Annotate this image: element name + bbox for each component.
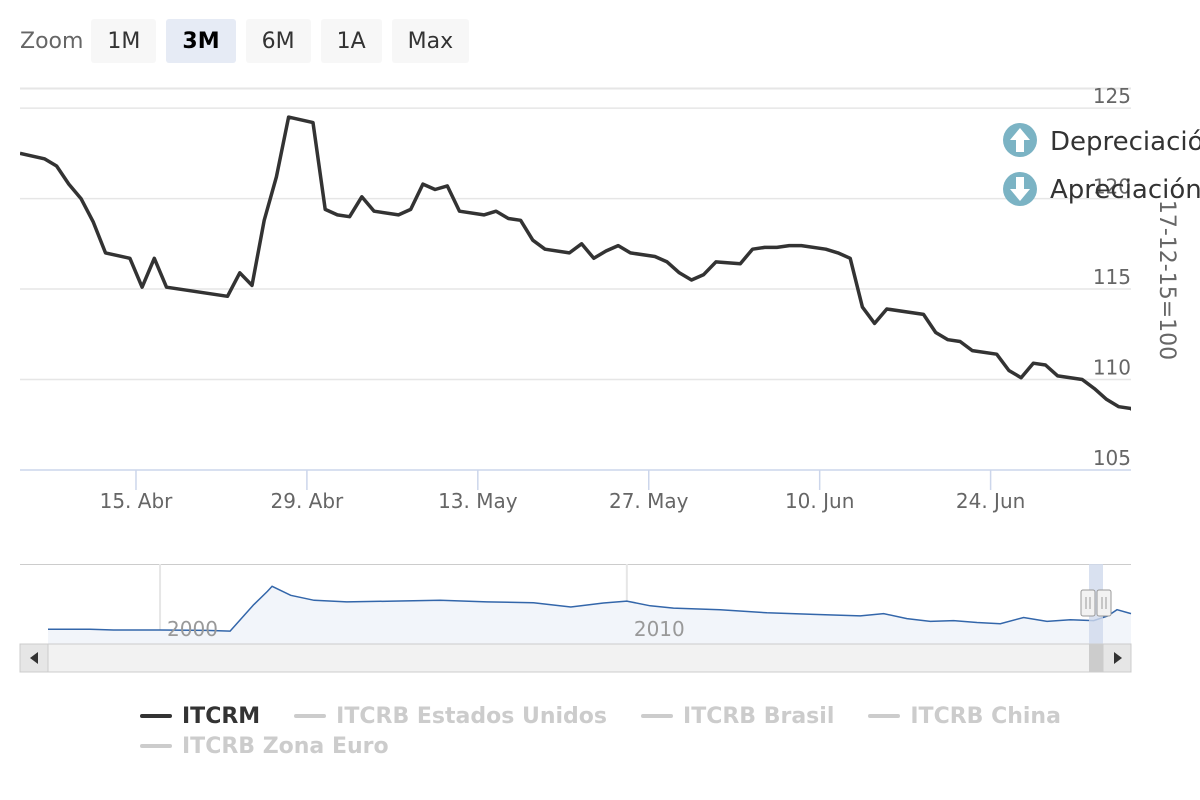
appreciation-label: Apreciación [1050,175,1200,205]
navigator-line [48,585,1132,632]
scrollbar-track[interactable] [19,643,1132,673]
zoom-button-1m[interactable]: 1M [91,19,157,63]
series-line-itcrm[interactable] [20,115,1143,421]
x-tick-label: 10. Jun [785,489,854,513]
legend-item[interactable]: ITCRM [140,703,261,729]
y-axis: 105 110 115 120 125 [1093,84,1131,470]
legend-item[interactable]: ITCRB Estados Unidos [294,703,608,729]
legend-swatch [140,714,172,718]
x-tick-label: 15. Abr [100,489,174,513]
legend-label: ITCRB China [910,703,1061,729]
x-tick-label: 27. May [609,489,689,513]
navigator-selected-range[interactable] [1089,564,1103,644]
legend-item[interactable]: ITCRB Brasil [641,703,835,729]
x-axis: 15. Abr 29. Abr 13. May 27. May 10. Jun 24. J… [100,470,1025,513]
y-tick-label: 125 [1093,84,1131,108]
legend-item[interactable]: ITCRB China [868,703,1061,729]
zoom-label: Zoom [20,28,84,54]
range-selector: Zoom 1M 3M 6M 1A Max [20,18,479,64]
chevron-right-icon [1114,652,1122,664]
zoom-button-6m[interactable]: 6M [245,19,311,63]
y-tick-label: 110 [1093,356,1131,380]
y-axis-title: 17-12-15=100 [1154,200,1179,360]
navigator-handle-right[interactable] [1096,589,1112,617]
y-tick-label: 120 [1093,175,1131,199]
grid [20,87,1131,471]
scrollbar[interactable] [19,643,1132,673]
navigator-year-label: 2000 [167,617,218,641]
depreciation-label: Depreciación [1050,127,1200,157]
legend-label: ITCRM [182,703,261,729]
x-tick-label: 24. Jun [956,489,1025,513]
chart: 15. Abr 29. Abr 13. May 27. May 10. Jun 24. J… [19,84,1200,673]
legend-label: ITCRB Brasil [683,703,835,729]
zoom-button-max[interactable]: Max [391,19,470,63]
navigator-series: 2000 2010 [48,564,1132,644]
legend-label: ITCRB Estados Unidos [336,703,608,729]
legend-swatch [294,714,327,718]
navigator[interactable]: 2000 2010 [20,564,1132,644]
zoom-button-1a[interactable]: 1A [320,19,382,63]
legend-label: ITCRB Zona Euro [182,733,389,759]
y-tick-label: 115 [1093,265,1131,289]
legend-swatch [140,744,172,748]
navigator-year-label: 2010 [634,617,685,641]
zoom-button-3m[interactable]: 3M [166,19,236,63]
depreciation-annotation[interactable]: Depreciación [1003,123,1200,157]
x-tick-label: 13. May [438,489,518,513]
chevron-left-icon [30,652,38,664]
legend-swatch [868,714,901,718]
appreciation-annotation[interactable]: Apreciación [1003,172,1200,206]
legend-swatch [641,714,674,718]
scrollbar-thumb[interactable] [1089,644,1103,672]
y-tick-label: 105 [1093,446,1131,470]
zoom-buttons: 1M 3M 6M 1A Max [91,19,479,63]
series-layer [20,115,1143,421]
navigator-handle-left[interactable] [1080,589,1096,617]
legend: ITCRM ITCRB Estados Unidos ITCRB Brasil ITC… [140,703,1100,759]
x-tick-label: 29. Abr [271,489,345,513]
annotation-layer: Depreciación Apreciación [1003,123,1200,206]
legend-item[interactable]: ITCRB Zona Euro [140,733,389,759]
